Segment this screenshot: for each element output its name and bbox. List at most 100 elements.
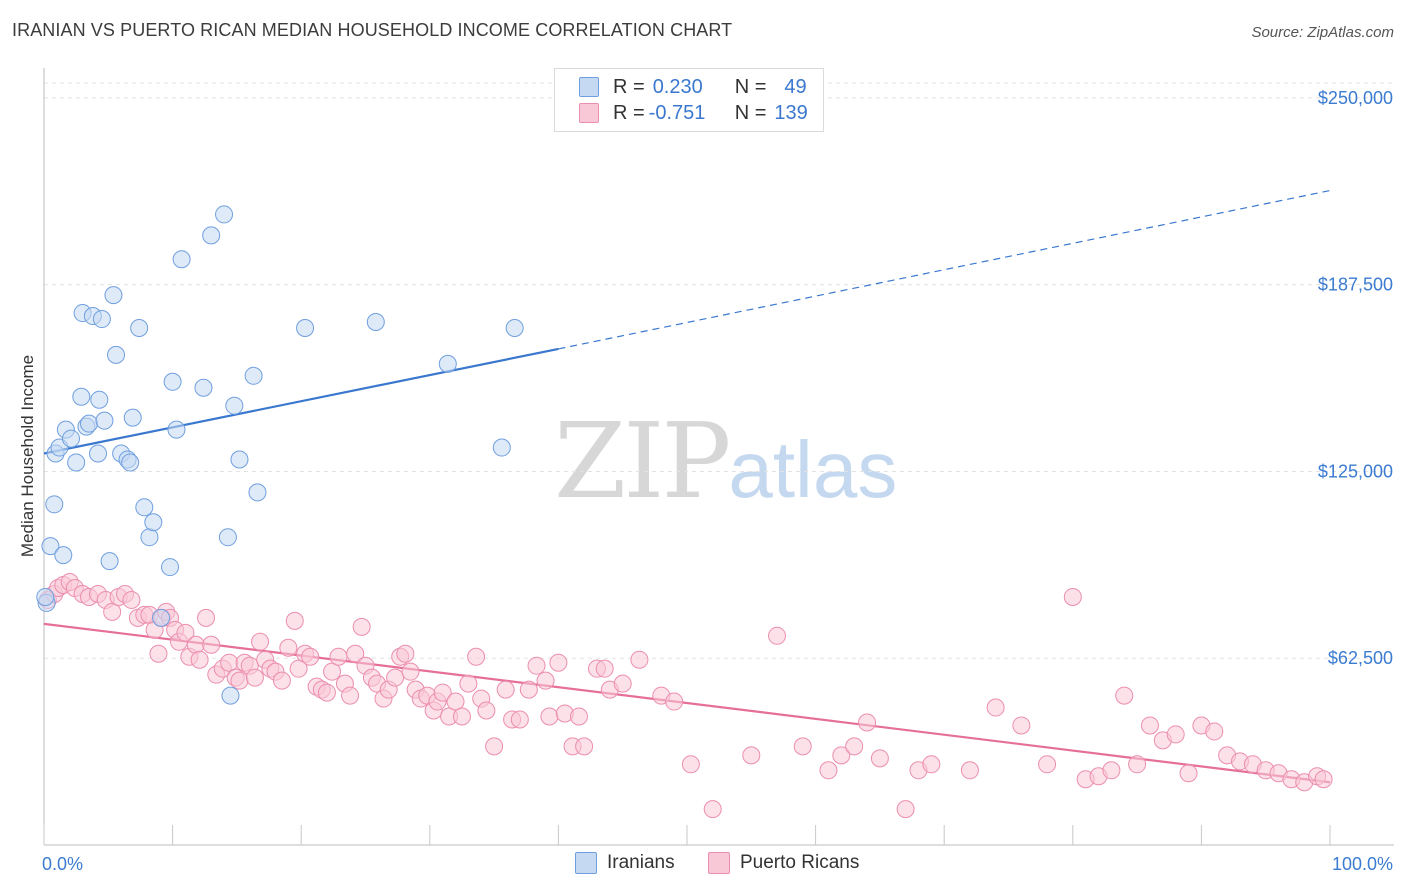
iranians-point[interactable]	[244, 366, 263, 385]
puerto-ricans-point[interactable]	[1038, 755, 1057, 774]
iranians-point[interactable]	[45, 495, 64, 514]
iranians-point[interactable]	[54, 546, 73, 565]
puerto-ricans-point[interactable]	[630, 650, 649, 669]
iranians-point[interactable]	[167, 420, 186, 439]
puerto-ricans-point[interactable]	[396, 644, 415, 663]
puerto-ricans-point[interactable]	[467, 647, 486, 666]
puerto-ricans-point[interactable]	[986, 698, 1005, 717]
bottom-legend-puerto-ricans[interactable]: Puerto Ricans	[708, 852, 859, 874]
iranians-point[interactable]	[100, 552, 119, 571]
puerto-ricans-point[interactable]	[819, 761, 838, 780]
iranians-point[interactable]	[230, 450, 249, 469]
iranians-point[interactable]	[89, 444, 108, 463]
puerto-ricans-point[interactable]	[317, 683, 336, 702]
iranians-point[interactable]	[95, 411, 114, 430]
puerto-ricans-point[interactable]	[569, 707, 588, 726]
iranians-point[interactable]	[36, 587, 55, 606]
iranians-point[interactable]	[163, 372, 182, 391]
puerto-ricans-point[interactable]	[477, 701, 496, 720]
iranians-point[interactable]	[366, 313, 385, 332]
puerto-ricans-point[interactable]	[519, 680, 538, 699]
iranians-point[interactable]	[218, 528, 237, 547]
puerto-ricans-point[interactable]	[346, 644, 365, 663]
puerto-ricans-point[interactable]	[186, 635, 205, 654]
iranians-point[interactable]	[144, 513, 163, 532]
bottom-legend-iranians[interactable]: Iranians	[575, 852, 675, 874]
puerto-ricans-point[interactable]	[279, 638, 298, 657]
puerto-ricans-point[interactable]	[289, 659, 308, 678]
iranians-point[interactable]	[152, 608, 171, 627]
iranians-point[interactable]	[92, 310, 111, 329]
puerto-ricans-point[interactable]	[323, 662, 342, 681]
puerto-ricans-point[interactable]	[251, 632, 270, 651]
puerto-ricans-point[interactable]	[197, 608, 216, 627]
puerto-ricans-point[interactable]	[401, 662, 420, 681]
puerto-ricans-point[interactable]	[1063, 587, 1082, 606]
iranians-point[interactable]	[41, 537, 60, 556]
puerto-ricans-point[interactable]	[1115, 686, 1134, 705]
iranians-point[interactable]	[130, 318, 149, 337]
iranians-point[interactable]	[248, 483, 267, 502]
puerto-ricans-point[interactable]	[510, 710, 529, 729]
iranians-point[interactable]	[215, 205, 234, 224]
puerto-ricans-point[interactable]	[922, 755, 941, 774]
puerto-ricans-point[interactable]	[446, 692, 465, 711]
iranians-point[interactable]	[104, 286, 123, 305]
puerto-ricans-point[interactable]	[272, 671, 291, 690]
puerto-ricans-point[interactable]	[527, 656, 546, 675]
puerto-ricans-point[interactable]	[536, 671, 555, 690]
puerto-ricans-point[interactable]	[613, 674, 632, 693]
iranians-point[interactable]	[121, 453, 140, 472]
iranians-point[interactable]	[172, 250, 191, 269]
puerto-ricans-point[interactable]	[1102, 761, 1121, 780]
iranians-point[interactable]	[107, 345, 126, 364]
iranians-point[interactable]	[225, 396, 244, 415]
puerto-ricans-point[interactable]	[1205, 722, 1224, 741]
puerto-ricans-point[interactable]	[433, 683, 452, 702]
puerto-ricans-point[interactable]	[1179, 764, 1198, 783]
puerto-ricans-point[interactable]	[1140, 716, 1159, 735]
puerto-ricans-point[interactable]	[575, 737, 594, 756]
puerto-ricans-point[interactable]	[452, 707, 471, 726]
iranians-point[interactable]	[135, 498, 154, 517]
puerto-ricans-point[interactable]	[386, 668, 405, 687]
puerto-ricans-point[interactable]	[496, 680, 515, 699]
puerto-ricans-point[interactable]	[703, 800, 722, 819]
puerto-ricans-point[interactable]	[896, 800, 915, 819]
iranians-point[interactable]	[140, 528, 159, 547]
puerto-ricans-point[interactable]	[202, 635, 221, 654]
puerto-ricans-point[interactable]	[1314, 770, 1333, 789]
puerto-ricans-point[interactable]	[301, 647, 320, 666]
puerto-ricans-point[interactable]	[832, 746, 851, 765]
puerto-ricans-point[interactable]	[103, 602, 122, 621]
puerto-ricans-point[interactable]	[870, 749, 889, 768]
iranians-point[interactable]	[72, 387, 91, 406]
puerto-ricans-point[interactable]	[858, 713, 877, 732]
puerto-ricans-point[interactable]	[149, 644, 168, 663]
iranians-point[interactable]	[221, 686, 240, 705]
puerto-ricans-point[interactable]	[176, 623, 195, 642]
iranians-point[interactable]	[492, 438, 511, 457]
puerto-ricans-point[interactable]	[230, 671, 249, 690]
puerto-ricans-point[interactable]	[245, 668, 264, 687]
iranians-point[interactable]	[296, 318, 315, 337]
puerto-ricans-point[interactable]	[341, 686, 360, 705]
iranians-point[interactable]	[90, 390, 109, 409]
iranians-point[interactable]	[161, 558, 180, 577]
puerto-ricans-point[interactable]	[793, 737, 812, 756]
puerto-ricans-point[interactable]	[220, 653, 239, 672]
puerto-ricans-point[interactable]	[1128, 755, 1147, 774]
puerto-ricans-point[interactable]	[681, 755, 700, 774]
iranians-point[interactable]	[80, 414, 99, 433]
puerto-ricans-point[interactable]	[549, 653, 568, 672]
puerto-ricans-point[interactable]	[768, 626, 787, 645]
puerto-ricans-point[interactable]	[595, 659, 614, 678]
puerto-ricans-point[interactable]	[352, 617, 371, 636]
puerto-ricans-point[interactable]	[1012, 716, 1031, 735]
iranians-point[interactable]	[67, 453, 86, 472]
iranians-point[interactable]	[438, 354, 457, 373]
puerto-ricans-point[interactable]	[122, 590, 141, 609]
puerto-ricans-point[interactable]	[459, 674, 478, 693]
puerto-ricans-point[interactable]	[665, 692, 684, 711]
iranians-point[interactable]	[194, 378, 213, 397]
